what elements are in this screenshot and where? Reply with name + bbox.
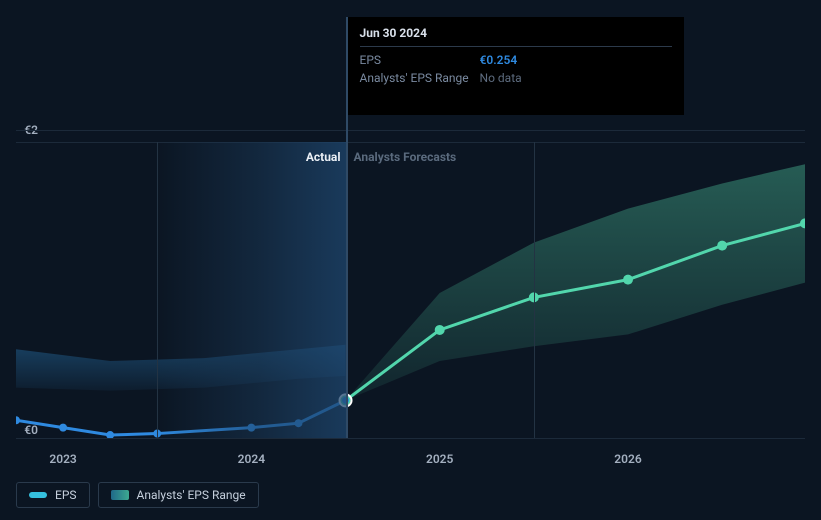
x-axis-line	[16, 438, 805, 439]
x-tick-label: 2023	[49, 452, 76, 466]
x-tick-label: 2026	[614, 452, 641, 466]
tooltip-row: Analysts' EPS RangeNo data	[360, 69, 672, 87]
x-tick-label: 2024	[238, 452, 265, 466]
x-tick-label: 2025	[426, 452, 453, 466]
chart-tooltip: Jun 30 2024 EPS€0.254Analysts' EPS Range…	[348, 17, 684, 115]
legend: EPS Analysts' EPS Range	[16, 482, 259, 508]
tooltip-key: EPS	[360, 53, 480, 67]
legend-item-eps[interactable]: EPS	[16, 482, 90, 508]
data-point-marker	[623, 275, 633, 285]
gridline	[16, 130, 805, 131]
legend-label: EPS	[55, 488, 77, 502]
year-vline	[157, 142, 158, 438]
data-point-marker	[435, 325, 445, 335]
region-label-forecast: Analysts Forecasts	[354, 150, 457, 164]
tooltip-row: EPS€0.254	[360, 51, 672, 69]
tooltip-date: Jun 30 2024	[360, 26, 672, 47]
data-point-marker	[717, 241, 727, 251]
forecast-range-band	[346, 164, 805, 400]
legend-swatch-area	[111, 490, 129, 500]
actual-range-band	[16, 345, 346, 391]
plot-top-line	[16, 142, 805, 143]
tooltip-value: €0.254	[480, 53, 518, 67]
tooltip-value: No data	[480, 71, 522, 85]
tooltip-key: Analysts' EPS Range	[360, 71, 480, 85]
legend-item-range[interactable]: Analysts' EPS Range	[98, 482, 259, 508]
legend-label: Analysts' EPS Range	[137, 488, 246, 502]
data-point-marker	[294, 419, 302, 427]
eps-chart[interactable]: €2 €0 Actual Analysts Forecasts 20232024…	[16, 0, 805, 520]
x-axis: 2023 2024 2025 2026	[16, 452, 805, 472]
y-tick-label: €0	[8, 423, 38, 437]
legend-swatch-line	[29, 492, 47, 498]
data-point-marker	[247, 424, 255, 432]
data-point-marker	[59, 424, 67, 432]
region-label-actual: Actual	[286, 150, 341, 164]
year-vline	[534, 142, 535, 438]
